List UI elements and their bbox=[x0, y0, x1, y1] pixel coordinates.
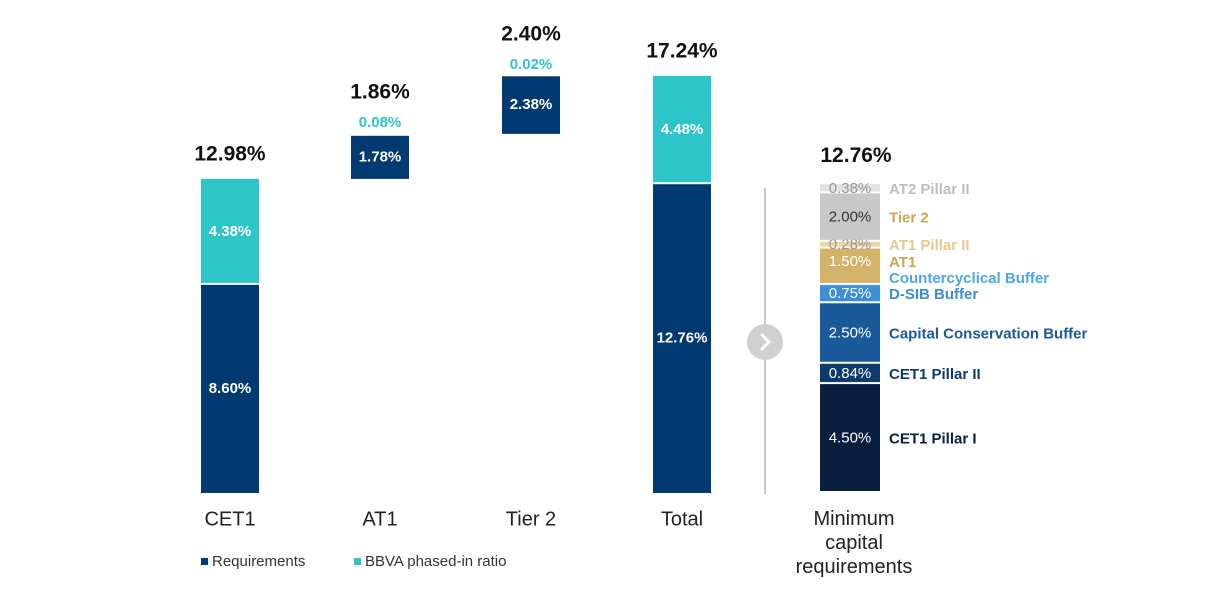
breakdown-name-label: Tier 2 bbox=[889, 210, 929, 227]
value-label: 0.02% bbox=[510, 56, 553, 73]
breakdown-segment bbox=[820, 248, 880, 283]
value-label: 1.78% bbox=[359, 148, 402, 165]
breakdown-value-label: 0.75% bbox=[829, 285, 872, 302]
breakdown-value-label: 4.50% bbox=[829, 430, 872, 447]
value-label: 12.76% bbox=[657, 330, 708, 347]
x-tick-label: Total bbox=[661, 508, 703, 530]
value-label: 8.60% bbox=[209, 380, 252, 397]
bar-segment bbox=[653, 184, 711, 493]
breakdown-segment bbox=[820, 284, 880, 286]
arrow-chevron bbox=[759, 332, 772, 352]
total-label: 12.76% bbox=[820, 144, 892, 167]
breakdown-segment bbox=[820, 184, 880, 192]
breakdown-value-label: 0.84% bbox=[829, 365, 872, 382]
legend-label: BBVA phased-in ratio bbox=[365, 553, 506, 570]
breakdown-name-label: CET1 Pillar I bbox=[889, 431, 977, 448]
x-tick-label: Minimum capital requirements bbox=[796, 508, 913, 578]
bar-segment bbox=[201, 178, 259, 283]
value-label: 4.48% bbox=[661, 121, 704, 138]
breakdown-segment bbox=[820, 363, 880, 383]
total-label: 1.86% bbox=[350, 80, 410, 103]
breakdown-name-label: Countercyclical Buffer bbox=[889, 270, 1049, 287]
breakdown-name-label: AT2 Pillar II bbox=[889, 181, 970, 198]
breakdown-value-label: 2.50% bbox=[829, 324, 872, 341]
breakdown-segment bbox=[820, 241, 880, 247]
breakdown-name-label: AT1 bbox=[889, 254, 916, 271]
breakdown-segment bbox=[820, 285, 880, 302]
breakdown-value-label: 0.28% bbox=[829, 236, 872, 253]
total-label: 17.24% bbox=[646, 39, 718, 62]
breakdown-segment bbox=[820, 303, 880, 362]
breakdown-name-label: D-SIB Buffer bbox=[889, 286, 978, 303]
bar-segment bbox=[201, 284, 259, 493]
legend-swatch bbox=[354, 558, 361, 565]
value-label: 4.38% bbox=[209, 223, 252, 240]
breakdown-segment bbox=[820, 384, 880, 491]
total-label: 12.98% bbox=[194, 142, 266, 165]
breakdown-name-label: Capital Conservation Buffer bbox=[889, 325, 1088, 342]
x-tick-label: Tier 2 bbox=[506, 508, 556, 530]
breakdown-value-label: 1.50% bbox=[829, 253, 872, 270]
legend-label: Requirements bbox=[212, 553, 305, 570]
breakdown-name-label: CET1 Pillar II bbox=[889, 366, 981, 383]
value-label: 0.08% bbox=[359, 114, 402, 131]
arrow-circle bbox=[747, 324, 783, 360]
bar-segment bbox=[653, 75, 711, 183]
bar-segment bbox=[502, 76, 560, 134]
breakdown-segment bbox=[820, 193, 880, 240]
x-tick-label: AT1 bbox=[362, 508, 397, 530]
total-label: 2.40% bbox=[501, 22, 561, 45]
breakdown-name-label: AT1 Pillar II bbox=[889, 237, 970, 254]
bar-segment bbox=[351, 135, 409, 179]
value-label: 2.38% bbox=[510, 96, 553, 113]
legend-swatch bbox=[201, 558, 208, 565]
breakdown-value-label: 2.00% bbox=[829, 209, 872, 226]
x-tick-label: CET1 bbox=[204, 508, 255, 530]
breakdown-value-label: 0.38% bbox=[829, 180, 872, 197]
